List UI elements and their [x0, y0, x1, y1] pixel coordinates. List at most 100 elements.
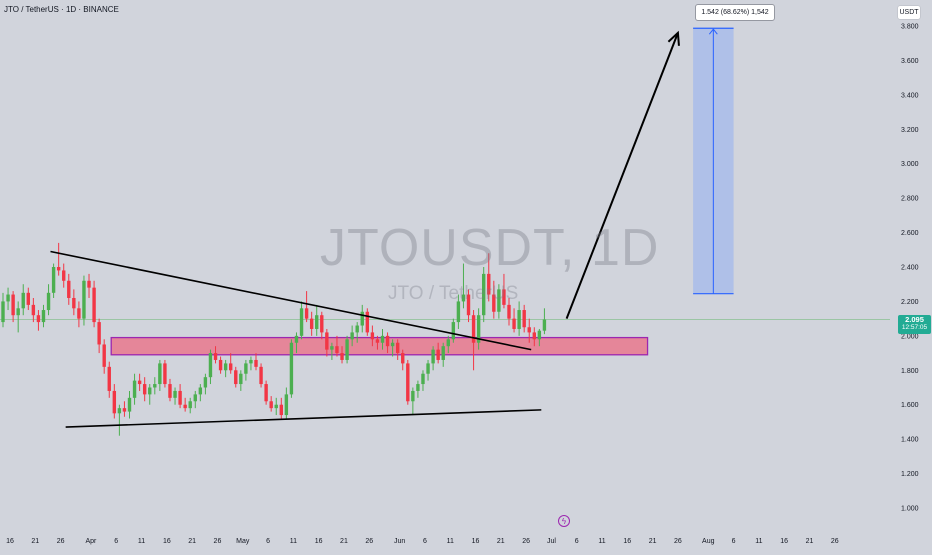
time-tick-label: 16: [780, 538, 788, 545]
candle-body: [51, 267, 56, 293]
candle-body: [117, 408, 122, 414]
price-tick-label: 1.600: [901, 402, 919, 409]
candle-body: [456, 301, 461, 323]
price-scale-background[interactable]: [890, 0, 932, 550]
time-tick-label: 21: [340, 538, 348, 545]
candle-body: [11, 294, 15, 316]
projection-arrow[interactable]: [565, 32, 679, 320]
price-tick-label: 3.600: [901, 58, 919, 65]
candle-body: [527, 327, 531, 333]
ascending-trendline[interactable]: [65, 409, 542, 428]
price-tick-label: 2.800: [901, 196, 919, 203]
candle-body: [537, 330, 542, 340]
candle-body: [87, 280, 91, 288]
candle-body: [41, 310, 46, 323]
candle-body: [436, 349, 440, 360]
drawing-layer: [50, 30, 680, 428]
price-tick-label: 3.800: [901, 24, 919, 31]
candle-body: [294, 335, 299, 343]
time-tick-label: 16: [472, 538, 480, 545]
support-zone-box[interactable]: [110, 336, 649, 356]
candle-body: [320, 315, 324, 333]
price-tick-label: 3.200: [901, 127, 919, 134]
symbol-title[interactable]: JTO / TetherUS · 1D · BINANCE: [4, 5, 119, 14]
time-tick-label: 6: [732, 538, 736, 545]
price-tick-label: 1.400: [901, 437, 919, 444]
candle-body: [385, 335, 390, 347]
candle-body: [36, 315, 41, 323]
candle-body: [416, 384, 420, 391]
candle-body: [431, 349, 435, 364]
flash-icon[interactable]: ϟ: [558, 515, 570, 527]
candle-body: [315, 315, 319, 329]
candle-body: [350, 332, 354, 340]
candle-body: [441, 346, 445, 360]
candle-body: [213, 353, 218, 360]
candle-body: [31, 304, 36, 316]
candle-body: [446, 339, 450, 347]
time-tick-label: Apr: [86, 538, 98, 545]
price-tick-label: 3.000: [901, 161, 919, 168]
time-tick-label: 21: [31, 538, 39, 545]
price-axis[interactable]: 3.800 3.600 3.400 3.200 3.000 2.800 2.600 2.400…: [901, 24, 919, 513]
candle-body: [193, 394, 197, 402]
time-tick-label: 26: [522, 538, 530, 545]
price-tick-label: 2.400: [901, 265, 919, 272]
price-tick-label: 1.800: [901, 368, 919, 375]
candle-body: [26, 292, 30, 305]
candle-body: [395, 342, 400, 354]
candle-body: [284, 394, 289, 416]
descending-trendline[interactable]: [50, 250, 532, 351]
candle-body: [168, 384, 172, 398]
candle-body: [198, 387, 203, 395]
price-tick-label: 2.200: [901, 299, 919, 306]
candle-body: [325, 332, 329, 350]
candle-body: [264, 384, 268, 402]
time-tick-label: 11: [447, 538, 454, 545]
candle-body: [127, 397, 132, 412]
candle-body: [203, 377, 208, 388]
candle-layer: [1, 242, 547, 436]
price-tick-label: 1.000: [901, 506, 919, 513]
zone-layer: [0, 27, 890, 356]
time-tick-label: 11: [138, 538, 145, 545]
candle-body: [355, 325, 359, 333]
candle-body: [421, 373, 425, 385]
time-tick-label: 6: [423, 538, 427, 545]
candle-body: [492, 294, 496, 312]
candle-body: [158, 363, 162, 385]
candle-body: [497, 289, 501, 312]
candle-body: [46, 292, 51, 311]
time-axis[interactable]: 16 21 26 Apr 6 11 16 21 26 May 6 11 16 21 26 Jun 6 11 16 21…: [6, 538, 839, 545]
candle-body: [426, 363, 430, 374]
candle-body: [390, 342, 395, 347]
time-tick-label: 26: [831, 538, 839, 545]
measure-tool-label[interactable]: 1.542 (68.62%) 1,542: [695, 4, 775, 21]
time-tick-label: 26: [365, 538, 373, 545]
candle-body: [239, 373, 243, 385]
candle-body: [380, 335, 385, 343]
candle-body: [56, 267, 61, 271]
candle-body: [345, 339, 349, 360]
candle-body: [330, 346, 334, 350]
symbol-watermark-subtitle: JTO / TetherUS: [388, 283, 519, 304]
time-tick-label: 16: [163, 538, 171, 545]
price-tick-label: 1.200: [901, 471, 919, 478]
candle-body: [532, 332, 536, 340]
time-tick-label: 26: [214, 538, 222, 545]
target-arrowhead: [708, 28, 718, 35]
candle-body: [229, 363, 233, 371]
bar-countdown: 12:57:05: [901, 324, 928, 331]
candle-body: [153, 384, 157, 388]
time-tick-label: Jul: [547, 538, 556, 545]
time-tick-label: 21: [188, 538, 196, 545]
candle-body: [208, 353, 213, 378]
time-tick-label: May: [236, 538, 250, 545]
candle-body: [107, 366, 111, 391]
candle-body: [340, 353, 344, 360]
currency-label[interactable]: USDT: [898, 6, 920, 19]
candle-body: [92, 287, 96, 323]
candle-body: [360, 311, 364, 326]
